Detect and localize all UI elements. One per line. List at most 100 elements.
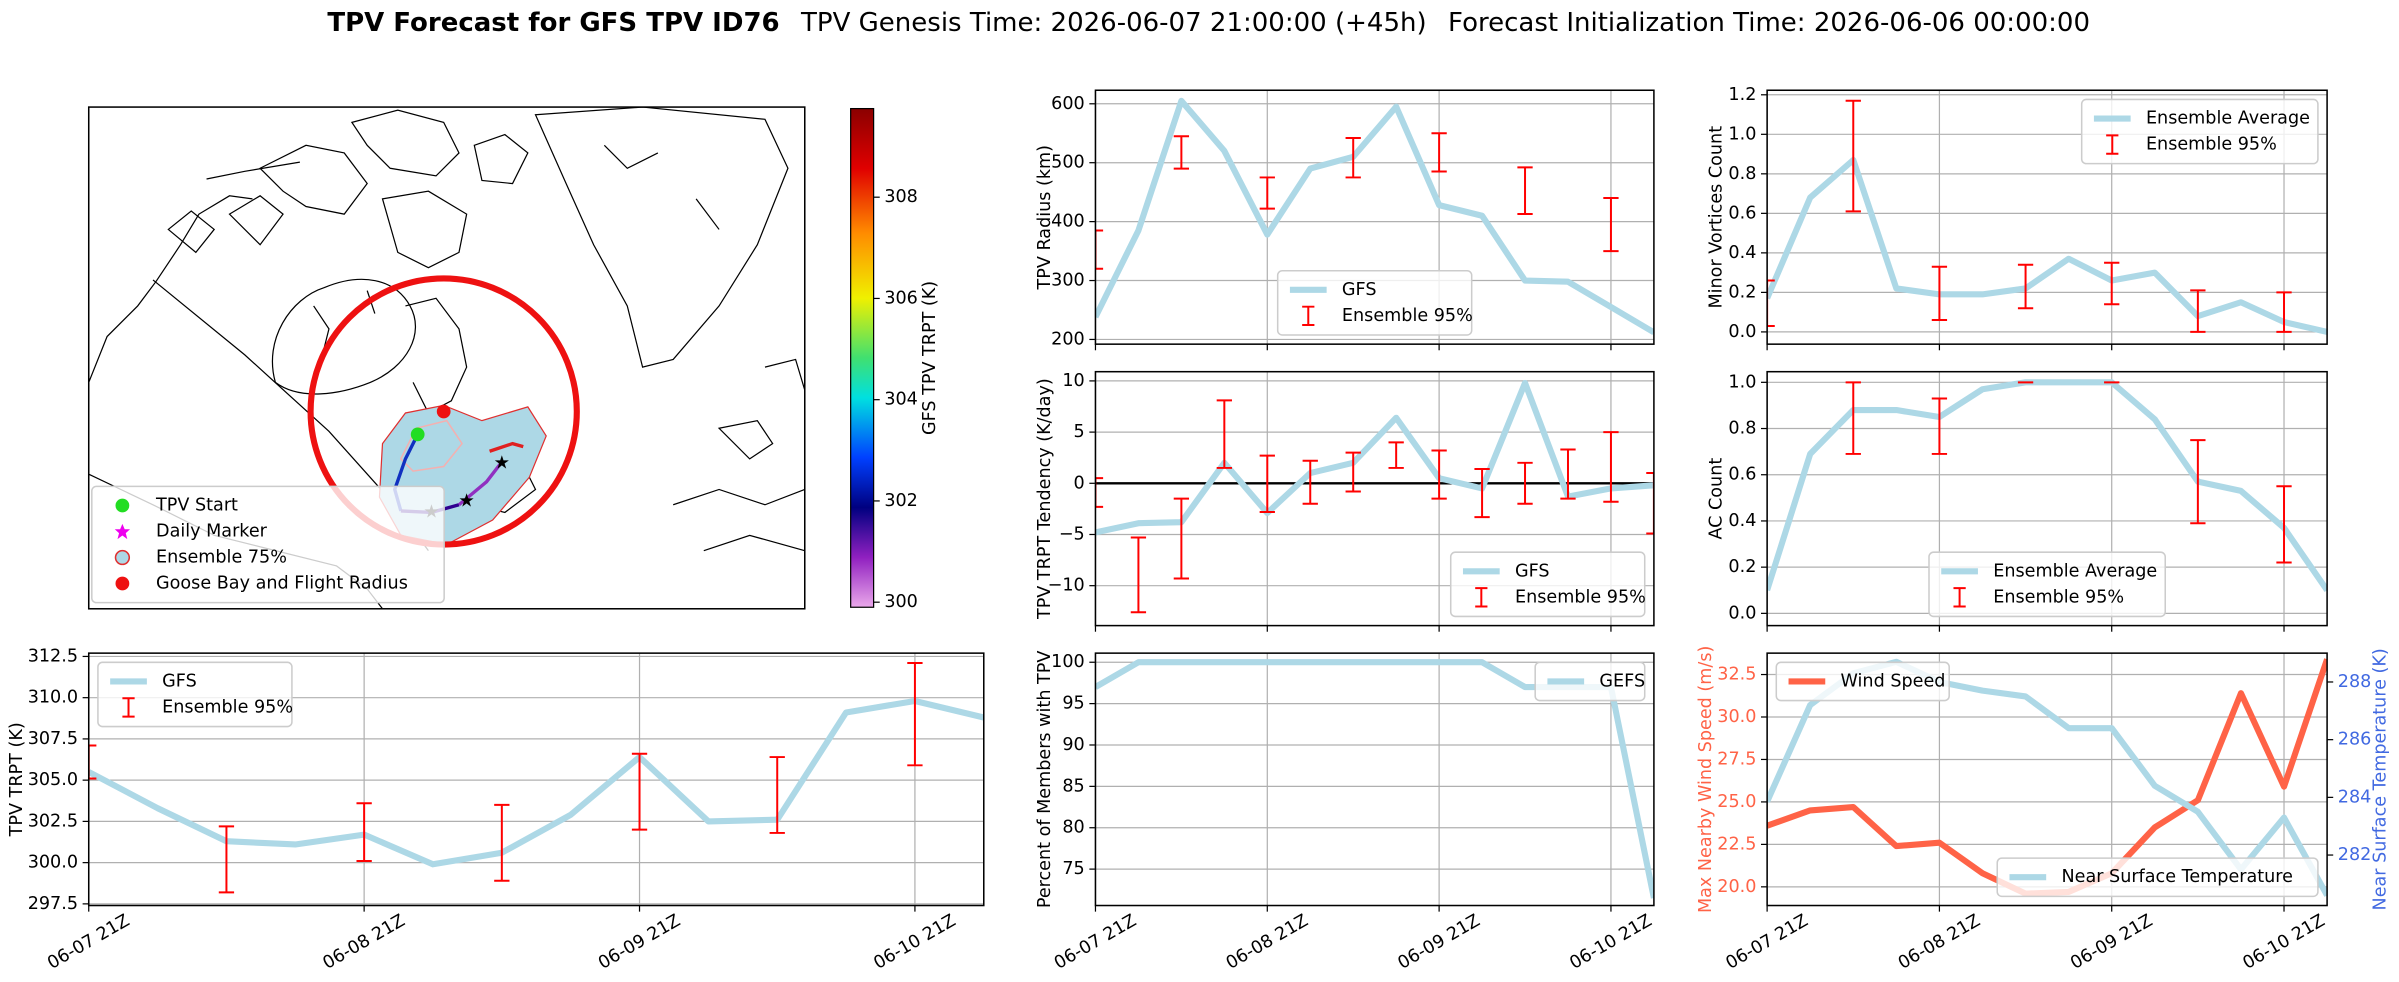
map-frame <box>87 106 806 610</box>
y-tick-label: 305.0 <box>28 770 78 790</box>
legend-label: Ensemble 75% <box>156 548 287 568</box>
axes: 297.5 300.0 302.5 305.0 307.5 310.0 312.5 06-07… <box>7 646 985 974</box>
error-bar <box>1173 135 1190 170</box>
error-bar <box>1095 477 1104 508</box>
error-bar <box>1767 279 1775 327</box>
error-bar <box>2276 485 2292 564</box>
axes: 75 80 85 90 95 100 06-07 21Z 06-08 21Z 06-09 21Z… <box>1035 651 1655 974</box>
y-tick-label: 95 <box>1062 694 1084 714</box>
x-tick-label: 06-07 21Z <box>1051 911 1140 974</box>
y-tick-label: 100 <box>1051 652 1085 672</box>
axes-frame <box>1766 652 2328 907</box>
y-tick-label: 297.5 <box>28 894 78 914</box>
legend-box <box>2080 98 2319 165</box>
legend-label: GFS <box>162 671 197 691</box>
error-bar <box>1216 399 1232 469</box>
y-tick-label: 0.2 <box>1728 282 1756 302</box>
y-tick-label: 300.0 <box>28 853 78 873</box>
legend-marker <box>114 549 131 566</box>
error-bar <box>907 662 923 767</box>
legend-swatch <box>1953 587 1966 608</box>
error-bar <box>1259 176 1275 210</box>
y-tick-label: 22.5 <box>1717 834 1756 854</box>
error-bar <box>1845 99 1861 213</box>
legend-label: Goose Bay and Flight Radius <box>156 574 408 594</box>
y-tick-label: 25.0 <box>1717 792 1756 812</box>
y-axis-label: TPV TRPT (K) <box>7 722 27 837</box>
axes-frame <box>1094 89 1655 345</box>
y2-tick-label: 282 <box>2338 845 2372 865</box>
legend-swatch <box>1302 305 1315 327</box>
axes-frame <box>87 652 985 907</box>
error-bar <box>2190 289 2206 333</box>
x-tick-label: 06-08 21Z <box>1895 911 1984 974</box>
legend: GFS Ensemble 95% <box>1276 269 1473 336</box>
legend-swatch <box>122 697 135 718</box>
error-bar <box>1388 441 1404 469</box>
y-tick-label: 85 <box>1062 776 1084 796</box>
error-bar <box>1931 265 1948 322</box>
x-tick-label: 06-09 21Z <box>1395 911 1484 974</box>
error-bar <box>769 756 785 834</box>
error-bar <box>356 802 372 862</box>
x-tick-label: 06-08 21Z <box>1223 911 1312 974</box>
legend-label: GEFS <box>1599 671 1645 691</box>
colorbar-tick-label: 300 <box>884 592 918 612</box>
error-bar <box>1095 229 1104 270</box>
legend-swatch <box>2106 134 2119 155</box>
legend-marker <box>115 498 130 513</box>
series-line <box>88 697 984 868</box>
y-axis-label: Minor Vortices Count <box>1707 126 1727 309</box>
legend-label: GFS <box>1515 561 1550 581</box>
y-tick-label: −10 <box>1048 576 1085 596</box>
y2-tick-label: 288 <box>2338 672 2372 692</box>
y-axis-label: Max Nearby Wind Speed (m/s) <box>1696 646 1716 913</box>
legend-marker <box>115 576 130 591</box>
y-tick-label: 27.5 <box>1717 749 1756 769</box>
legend: TPV Start Daily Marker Ensemble 75% Goose B… <box>91 485 445 604</box>
y-tick-label: 307.5 <box>28 729 78 749</box>
y-tick-label: 400 <box>1051 212 1085 232</box>
error-bar <box>1603 197 1619 253</box>
colorbar-tick-label: 302 <box>884 491 918 511</box>
legend-label: Daily Marker <box>156 522 268 542</box>
legend: GFS Ensemble 95% <box>97 661 293 728</box>
y-tick-label: 600 <box>1051 94 1085 114</box>
y-tick-label: 0.8 <box>1728 419 1756 439</box>
legend-box <box>1775 661 1950 702</box>
legend-label: Ensemble 95% <box>1342 306 1473 326</box>
axes-frame <box>1094 370 1655 627</box>
x-tick-label: 06-09 21Z <box>2067 911 2156 974</box>
y-tick-label: 90 <box>1062 735 1084 755</box>
legend-label: Ensemble 95% <box>1993 587 2124 607</box>
x-tick-label: 06-07 21Z <box>1723 911 1812 974</box>
y-tick-label: 0.4 <box>1728 511 1756 531</box>
axes-frame <box>1766 370 2328 627</box>
x-tick-label: 06-10 21Z <box>2240 911 2329 974</box>
y-tick-label: −5 <box>1059 524 1085 544</box>
series-line <box>1095 97 1654 336</box>
y2-tick-label: 286 <box>2338 730 2372 750</box>
y-tick-label: 5 <box>1074 422 1085 442</box>
axes-frame <box>1766 89 2328 345</box>
x-tick-label: 06-10 21Z <box>1567 911 1656 974</box>
legend: Near Surface Temperature <box>1996 857 2319 898</box>
x-tick-label: 06-08 21Z <box>320 911 409 974</box>
legend-label: Ensemble Average <box>2146 109 2310 129</box>
legend-label: Near Surface Temperature <box>2061 867 2292 887</box>
error-bar <box>218 825 235 894</box>
legend-label: Ensemble 95% <box>1515 587 1646 607</box>
error-bar <box>88 744 97 780</box>
legend-label: TPV Start <box>155 496 238 516</box>
legend-box <box>1534 661 1646 702</box>
legend-box <box>1996 857 2319 898</box>
axes: 20.0 22.5 25.0 27.5 30.0 32.5 06-07 21Z 06-08 2… <box>1696 646 2391 974</box>
legend-swatch <box>1475 587 1488 608</box>
y-tick-label: 0.6 <box>1728 203 1756 223</box>
y-tick-label: 0.8 <box>1728 164 1756 184</box>
legend: GFS Ensemble 95% <box>1449 551 1646 618</box>
axes-frame <box>1094 652 1655 907</box>
init-time: Forecast Initialization Time: 2026-06-06… <box>1448 7 2090 37</box>
legend-label: Wind Speed <box>1841 671 1946 691</box>
colorbar-tick-label: 306 <box>884 288 918 308</box>
